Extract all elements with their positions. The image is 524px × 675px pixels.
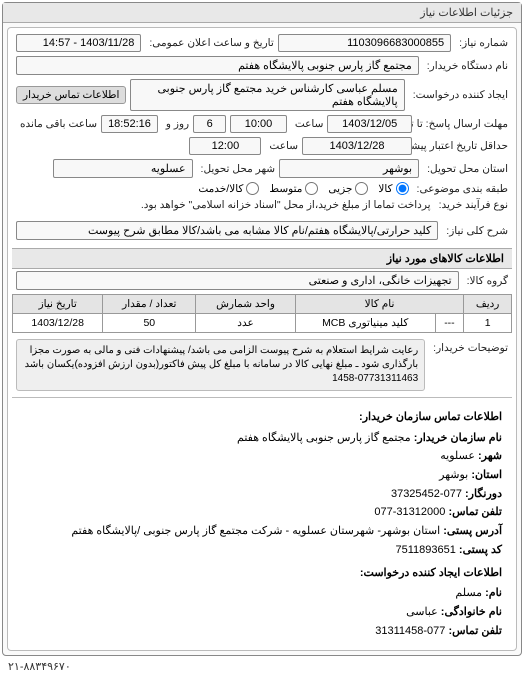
- days-remaining-field: 6: [193, 115, 226, 133]
- creator-field: مسلم عباسی کارشناس خرید مجتمع گاز پارس ج…: [130, 79, 404, 111]
- cell-unit: عدد: [196, 314, 296, 333]
- name-label: نام:: [485, 587, 502, 599]
- radio-goods-service[interactable]: [246, 182, 259, 195]
- req-number-field: 1103096683000855: [278, 34, 451, 52]
- package-opt-medium[interactable]: متوسط: [269, 182, 318, 195]
- col-qty: تعداد / مقدار: [103, 295, 196, 314]
- creator-label: ایجاد کننده درخواست:: [409, 89, 508, 101]
- ctel-label: تلفن تماس:: [448, 625, 502, 637]
- col-date: تاریخ نیاز: [13, 295, 103, 314]
- ctel-value: 077-31311458: [375, 625, 445, 637]
- announce-label: تاریخ و ساعت اعلان عمومی:: [145, 37, 273, 49]
- hours-remaining-field: 18:52:16: [101, 115, 158, 133]
- buyer-contact-button[interactable]: اطلاعات تماس خریدار: [16, 86, 126, 104]
- cell-date: 1403/12/28: [13, 314, 103, 333]
- contact-city-value: عسلویه: [440, 450, 475, 462]
- creator-section-title: اطلاعات ایجاد کننده درخواست:: [22, 564, 502, 585]
- remaining-label: ساعت باقی مانده: [16, 118, 97, 130]
- package-radio-group: کالا جزیی متوسط کالا/خدمت: [198, 182, 408, 195]
- cell-qty: 50: [103, 314, 196, 333]
- cell-code: ---: [435, 314, 464, 333]
- table-header-row: ردیف نام کالا واحد شمارش تعداد / مقدار ت…: [13, 295, 512, 314]
- org-label: نام سازمان خریدار:: [414, 432, 502, 444]
- group-field: تجهیزات خانگی، اداری و صنعتی: [16, 271, 459, 290]
- tel-value: 31312000-077: [374, 506, 445, 518]
- process-note: پرداخت تماما از مبلغ خرید،از محل "اسناد …: [16, 199, 431, 211]
- fax-label: دورنگار:: [465, 488, 502, 500]
- validity-date-field: 1403/12/28: [302, 137, 412, 155]
- days-label: روز و: [162, 118, 189, 130]
- addr-label: آدرس پستی:: [443, 525, 502, 537]
- radio-partial[interactable]: [355, 182, 368, 195]
- items-table: ردیف نام کالا واحد شمارش تعداد / مقدار ت…: [12, 294, 512, 333]
- city-label: شهر محل تحویل:: [197, 163, 276, 175]
- package-label: طبقه بندی موضوعی:: [413, 183, 508, 195]
- items-section-title: اطلاعات کالاهای مورد نیاز: [12, 248, 512, 269]
- zip-value: 7511893651: [395, 544, 455, 556]
- desc-field: کلید حرارتی/پالایشگاه هفتم/نام کالا مشاب…: [16, 221, 438, 240]
- process-label: نوع فرآیند خرید:: [435, 199, 508, 211]
- buyer-field: مجتمع گاز پارس جنوبی پالایشگاه هفتم: [16, 56, 419, 75]
- req-number-label: شماره نیاز:: [455, 37, 508, 49]
- reply-time-field: 10:00: [230, 115, 287, 133]
- package-opt-goods-service[interactable]: کالا/خدمت: [198, 182, 259, 195]
- radio-goods[interactable]: [396, 182, 409, 195]
- col-row: ردیف: [464, 295, 512, 314]
- lname-value: عباسی: [406, 606, 438, 618]
- province-field: بوشهر: [279, 159, 419, 178]
- validity-time-label: ساعت: [265, 140, 298, 152]
- notes-field: رعایت شرایط استعلام به شرح پیوست الزامی …: [16, 339, 425, 391]
- footer-text: ۲۱-۸۸۳۴۹۶۷۰: [0, 658, 524, 675]
- fax-value: 077-37325452: [391, 488, 462, 500]
- contact-province-value: بوشهر: [439, 469, 468, 481]
- addr-value: استان بوشهر- شهرستان عسلویه - شرکت مجتمع…: [71, 525, 440, 537]
- main-form: شماره نیاز: 1103096683000855 تاریخ و ساع…: [7, 27, 517, 651]
- col-unit: واحد شمارش: [196, 295, 296, 314]
- table-row: 1 --- کلید مینیاتوری MCB عدد 50 1403/12/…: [13, 314, 512, 333]
- contact-block: اطلاعات تماس سازمان خریدار: نام سازمان خ…: [12, 402, 512, 646]
- lname-label: نام خانوادگی:: [441, 606, 502, 618]
- cell-name: کلید مینیاتوری MCB: [295, 314, 435, 333]
- city-field: عسلویه: [53, 159, 193, 178]
- cell-idx: 1: [464, 314, 512, 333]
- contact-province-label: استان:: [471, 469, 502, 481]
- province-label: استان محل تحویل:: [423, 163, 508, 175]
- package-opt-goods[interactable]: کالا: [378, 182, 408, 195]
- zip-label: کد پستی:: [459, 544, 502, 556]
- col-name: نام کالا: [295, 295, 463, 314]
- validity-label: حداقل تاریخ اعتبار پیشنهاد: تا تاریخ:: [416, 140, 508, 152]
- package-opt-partial[interactable]: جزیی: [328, 182, 368, 195]
- radio-medium[interactable]: [305, 182, 318, 195]
- announce-field: 1403/11/28 - 14:57: [16, 34, 141, 52]
- panel-title: جزئیات اطلاعات نیاز: [3, 3, 521, 23]
- contact-city-label: شهر:: [478, 450, 502, 462]
- details-panel: جزئیات اطلاعات نیاز شماره نیاز: 11030966…: [2, 2, 522, 656]
- validity-time-field: 12:00: [189, 137, 261, 155]
- reply-date-field: 1403/12/05: [327, 115, 412, 133]
- org-value: مجتمع گاز پارس جنوبی پالایشگاه هفتم: [237, 432, 411, 444]
- reply-deadline-label: مهلت ارسال پاسخ: تا تاریخ:: [416, 118, 508, 130]
- group-label: گروه کالا:: [463, 275, 508, 287]
- notes-label: توضیحات خریدار:: [429, 339, 508, 354]
- tel-label: تلفن تماس:: [448, 506, 502, 518]
- buyer-label: نام دستگاه خریدار:: [423, 60, 508, 72]
- name-value: مسلم: [455, 587, 482, 599]
- desc-label: شرح کلی نیاز:: [442, 225, 508, 237]
- contact-section-title: اطلاعات تماس سازمان خریدار:: [22, 408, 502, 429]
- reply-time-label: ساعت: [291, 118, 324, 130]
